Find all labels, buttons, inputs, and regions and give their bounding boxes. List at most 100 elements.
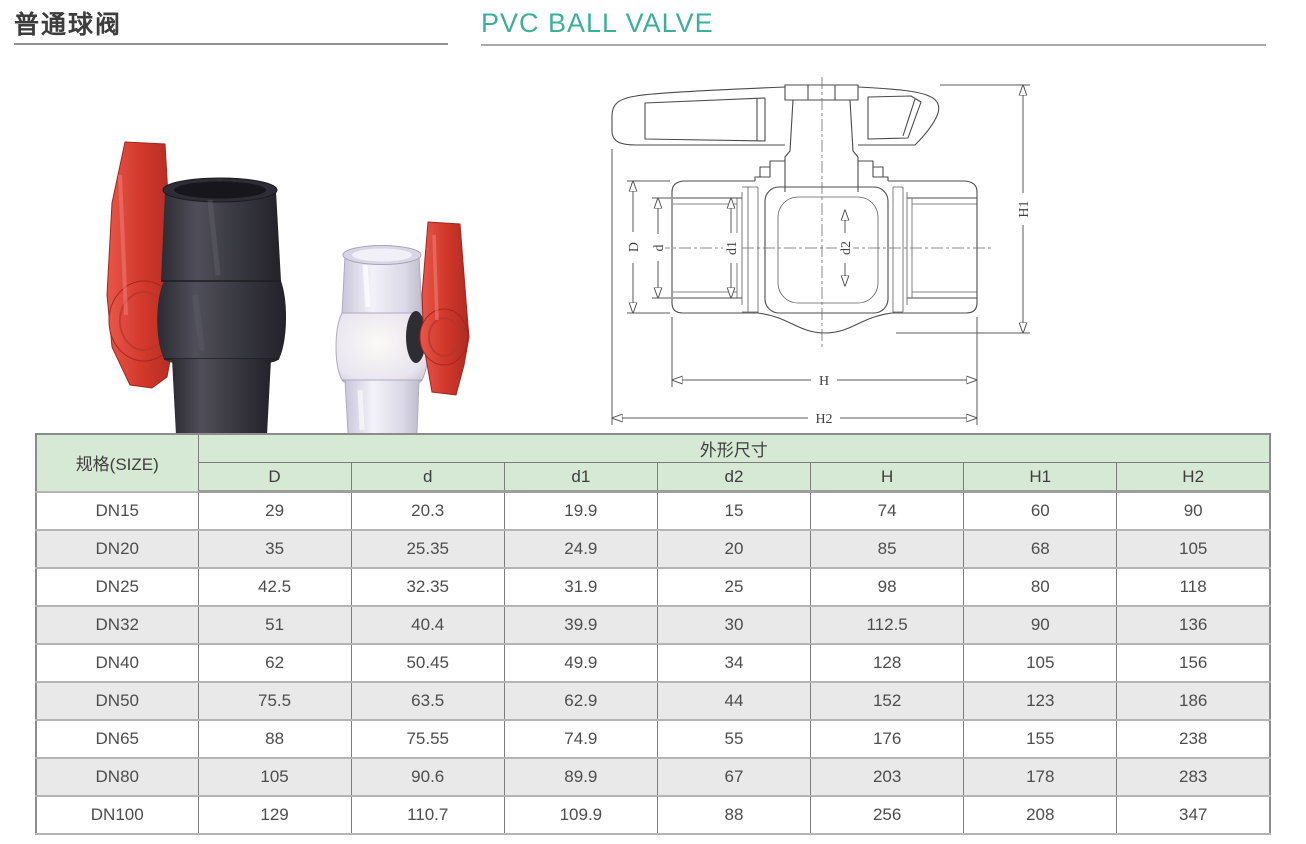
dimension-cell: 24.9 bbox=[503, 529, 658, 569]
dimension-cell: 85 bbox=[810, 529, 965, 569]
dimension-cell: 63.5 bbox=[350, 681, 505, 721]
dark-valve-upper-socket bbox=[161, 191, 281, 281]
dimensions-group-header: 外形尺寸 bbox=[197, 433, 1271, 463]
dimension-cell: 20.3 bbox=[350, 490, 505, 531]
table-row: DN32 51 40.4 39.9 30 112.5 90 136 bbox=[35, 605, 1271, 645]
col-header-D: D bbox=[197, 462, 352, 493]
dark-valve-lower-socket bbox=[172, 359, 271, 442]
spec-table-header: 规格(SIZE) 外形尺寸 D d d1 d2 H H1 H2 bbox=[35, 433, 1271, 493]
dimension-cell: 44 bbox=[656, 681, 812, 721]
dimension-cell: 110.7 bbox=[350, 795, 505, 835]
table-row: DN100 129 110.7 109.9 88 256 208 347 bbox=[35, 795, 1271, 835]
col-header-d: d bbox=[350, 462, 505, 493]
page-title-chinese: 普通球阀 bbox=[14, 11, 123, 39]
dimension-cell: 74 bbox=[810, 490, 965, 531]
dimension-cell: 34 bbox=[656, 643, 812, 683]
size-cell: DN40 bbox=[35, 643, 199, 683]
col-header-H2: H2 bbox=[1116, 462, 1271, 493]
size-cell: DN50 bbox=[35, 681, 199, 721]
dark-valve-photo bbox=[106, 141, 287, 442]
valve-outline bbox=[611, 77, 992, 347]
dimension-cell: 90 bbox=[963, 605, 1118, 645]
dimension-cell: 25 bbox=[656, 567, 812, 607]
dimension-cell: 32.35 bbox=[350, 567, 505, 607]
spec-table-body: DN15 29 20.3 19.9 15 74 60 90 DN20 35 25.35 24.9 20 8… bbox=[35, 490, 1271, 835]
dimension-cell: 105 bbox=[963, 643, 1118, 683]
dimension-cell: 35 bbox=[197, 529, 352, 569]
dimension-cell: 80 bbox=[963, 567, 1118, 607]
dimension-cell: 238 bbox=[1116, 719, 1271, 759]
dimension-cell: 136 bbox=[1116, 605, 1271, 645]
dimension-cell: 60 bbox=[963, 490, 1118, 531]
dim-label-H1: H1 bbox=[1017, 200, 1032, 217]
dimension-cell: 128 bbox=[810, 643, 965, 683]
dimension-cell: 62 bbox=[197, 643, 352, 683]
dimension-cell: 19.9 bbox=[503, 490, 658, 531]
dimension-cell: 40.4 bbox=[350, 605, 505, 645]
size-column-header: 规格(SIZE) bbox=[35, 433, 199, 492]
dimension-cell: 90 bbox=[1116, 490, 1271, 531]
clear-valve-stem-ring bbox=[406, 311, 426, 363]
dim-label-H: H bbox=[819, 374, 829, 389]
dimension-cell: 178 bbox=[963, 757, 1118, 797]
dimension-cell: 29 bbox=[197, 490, 352, 531]
dim-label-d: d bbox=[652, 245, 667, 252]
table-row: DN40 62 50.45 49.9 34 128 105 156 bbox=[35, 643, 1271, 683]
page-title-english: PVC BALL VALVE bbox=[481, 8, 714, 38]
dimension-cell: 42.5 bbox=[197, 567, 352, 607]
dimension-cell: 55 bbox=[656, 719, 812, 759]
title-underline-left bbox=[14, 43, 448, 45]
table-row: DN50 75.5 63.5 62.9 44 152 123 186 bbox=[35, 681, 1271, 721]
col-header-H1: H1 bbox=[963, 462, 1118, 493]
dimension-cell: 256 bbox=[810, 795, 965, 835]
clear-valve-photo bbox=[335, 221, 470, 442]
dimension-cell: 98 bbox=[810, 567, 965, 607]
clear-valve-handle bbox=[421, 221, 470, 396]
dimension-cell: 51 bbox=[197, 605, 352, 645]
dimension-cell: 50.45 bbox=[350, 643, 505, 683]
dimension-cell: 31.9 bbox=[503, 567, 658, 607]
dimension-cell: 68 bbox=[963, 529, 1118, 569]
dimension-cell: 39.9 bbox=[503, 605, 658, 645]
title-underline-right bbox=[481, 44, 1266, 46]
col-header-d1: d1 bbox=[503, 462, 658, 493]
size-cell: DN65 bbox=[35, 719, 199, 759]
size-cell: DN25 bbox=[35, 567, 199, 607]
dimension-cell: 283 bbox=[1116, 757, 1271, 797]
dimension-cell: 123 bbox=[963, 681, 1118, 721]
dimension-cell: 203 bbox=[810, 757, 965, 797]
dimension-cell: 186 bbox=[1116, 681, 1271, 721]
size-cell: DN32 bbox=[35, 605, 199, 645]
dimension-cell: 155 bbox=[963, 719, 1118, 759]
dimension-cell: 75.55 bbox=[350, 719, 505, 759]
size-cell: DN100 bbox=[35, 795, 199, 835]
dimension-cell: 75.5 bbox=[197, 681, 352, 721]
dimension-cell: 109.9 bbox=[503, 795, 658, 835]
dimension-cell: 152 bbox=[810, 681, 965, 721]
dimension-cell: 156 bbox=[1116, 643, 1271, 683]
dimension-cell: 88 bbox=[656, 795, 812, 835]
dim-label-D: D bbox=[627, 242, 642, 252]
dim-label-H2: H2 bbox=[815, 412, 832, 427]
col-header-d2: d2 bbox=[656, 462, 812, 493]
dimension-cell: 105 bbox=[1116, 529, 1271, 569]
dimension-lines: D d d1 d2 H1 H bbox=[612, 85, 1032, 427]
product-photo bbox=[106, 141, 470, 442]
clear-valve-handle-hub bbox=[419, 308, 469, 366]
dimension-cell: 90.6 bbox=[350, 757, 505, 797]
dimension-cell: 118 bbox=[1116, 567, 1271, 607]
dimension-cell: 347 bbox=[1116, 795, 1271, 835]
col-header-H: H bbox=[810, 462, 965, 493]
dimension-cell: 129 bbox=[197, 795, 352, 835]
dimension-cell: 88 bbox=[197, 719, 352, 759]
dimension-cell: 67 bbox=[656, 757, 812, 797]
dim-label-d1: d1 bbox=[725, 241, 740, 255]
dimension-cell: 62.9 bbox=[503, 681, 658, 721]
spec-table: 规格(SIZE) 外形尺寸 D d d1 d2 H H1 H2 DN15 29 20… bbox=[35, 433, 1271, 835]
dimension-cell: 20 bbox=[656, 529, 812, 569]
dimension-cell: 49.9 bbox=[503, 643, 658, 683]
dimension-cell: 176 bbox=[810, 719, 965, 759]
dim-label-d2: d2 bbox=[839, 241, 854, 255]
dimension-cell: 15 bbox=[656, 490, 812, 531]
table-row: DN65 88 75.55 74.9 55 176 155 238 bbox=[35, 719, 1271, 759]
